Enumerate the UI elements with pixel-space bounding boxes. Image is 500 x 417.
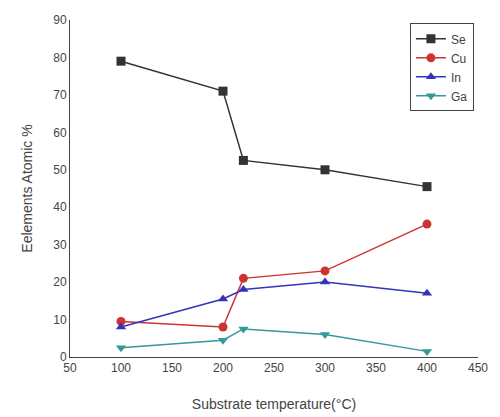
svg-text:90: 90 bbox=[53, 13, 67, 27]
svg-text:150: 150 bbox=[162, 361, 182, 375]
svg-text:60: 60 bbox=[53, 126, 67, 140]
svg-text:50: 50 bbox=[63, 361, 77, 375]
svg-text:20: 20 bbox=[53, 275, 67, 289]
svg-text:100: 100 bbox=[111, 361, 131, 375]
svg-text:80: 80 bbox=[53, 51, 67, 65]
svg-text:10: 10 bbox=[53, 313, 67, 327]
svg-text:70: 70 bbox=[53, 88, 67, 102]
svg-text:300: 300 bbox=[315, 361, 335, 375]
svg-text:450: 450 bbox=[468, 361, 488, 375]
svg-text:400: 400 bbox=[417, 361, 437, 375]
svg-text:Eelements Atomic %: Eelements Atomic % bbox=[19, 124, 35, 252]
svg-text:Substrate temperature(°C): Substrate temperature(°C) bbox=[192, 396, 356, 412]
svg-text:0: 0 bbox=[60, 350, 67, 364]
svg-text:Cu: Cu bbox=[451, 52, 466, 66]
svg-text:Ga: Ga bbox=[451, 90, 467, 104]
svg-text:Se: Se bbox=[451, 33, 466, 47]
svg-text:350: 350 bbox=[366, 361, 386, 375]
svg-text:250: 250 bbox=[264, 361, 284, 375]
svg-text:200: 200 bbox=[213, 361, 233, 375]
svg-text:In: In bbox=[451, 71, 461, 85]
svg-text:40: 40 bbox=[53, 200, 67, 214]
svg-text:50: 50 bbox=[53, 163, 67, 177]
svg-text:30: 30 bbox=[53, 238, 67, 252]
